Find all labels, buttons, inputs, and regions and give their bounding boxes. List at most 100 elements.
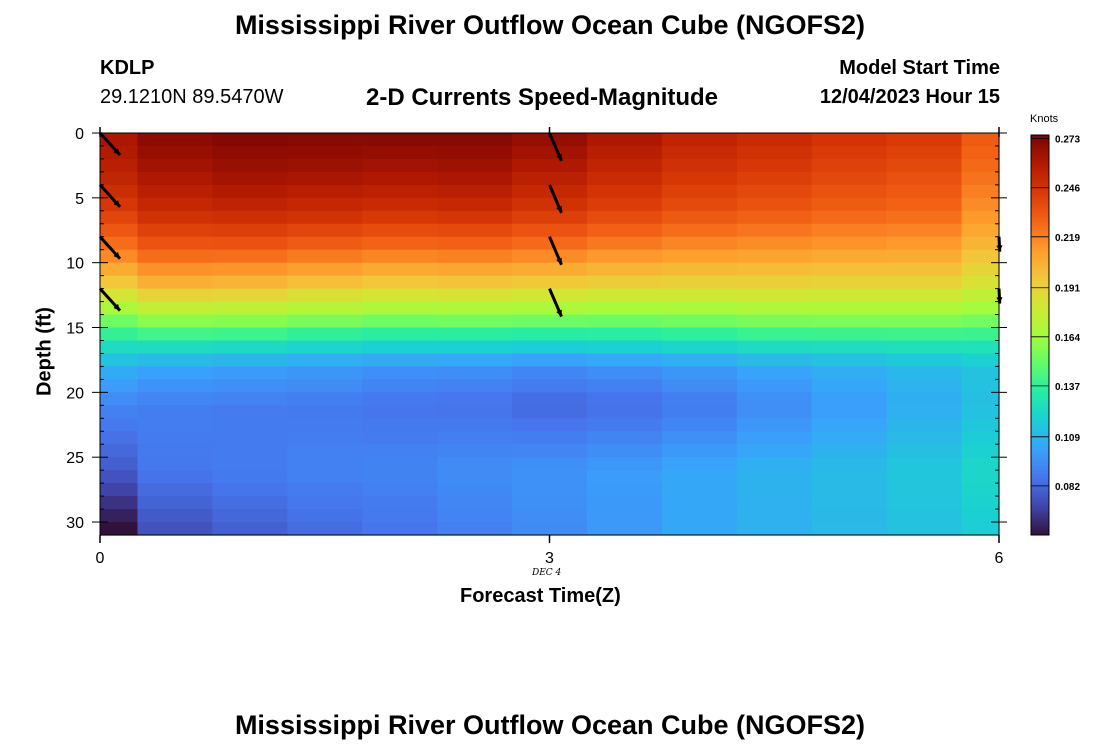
heatmap-cell bbox=[362, 470, 438, 484]
heatmap-cell bbox=[811, 262, 888, 277]
heatmap-cell bbox=[886, 184, 963, 199]
heatmap-cell bbox=[961, 301, 1000, 316]
heatmap-cell bbox=[100, 210, 139, 225]
heatmap-cell bbox=[661, 145, 738, 160]
heatmap-cell bbox=[886, 236, 963, 251]
heatmap-cell bbox=[736, 249, 813, 264]
heatmap-cell bbox=[736, 509, 813, 523]
heatmap-cell bbox=[736, 145, 813, 160]
heatmap-cell bbox=[437, 275, 513, 290]
heatmap-cell bbox=[100, 353, 139, 368]
y-tick-label: 25 bbox=[66, 450, 84, 467]
heatmap-cell bbox=[362, 184, 438, 199]
heatmap-cell bbox=[362, 288, 438, 303]
heatmap-cell bbox=[512, 301, 588, 316]
heatmap-cell bbox=[961, 145, 1000, 160]
y-tick-label: 15 bbox=[66, 321, 84, 338]
colorbar-ticks: 0.273 0.246 0.219 0.191 0.164 0.137 0.109 0.082 bbox=[1031, 135, 1080, 493]
direction-arrow bbox=[98, 183, 122, 208]
heatmap-cell bbox=[886, 327, 963, 342]
heatmap-cell bbox=[586, 353, 663, 368]
heatmap-cell bbox=[512, 522, 588, 536]
heatmap-cell bbox=[886, 314, 963, 329]
heatmap-cell bbox=[100, 158, 139, 173]
heatmap-cell bbox=[811, 418, 888, 432]
heatmap-cell bbox=[100, 340, 139, 355]
heatmap-cell bbox=[287, 392, 363, 406]
heatmap-cell bbox=[661, 288, 738, 303]
heatmap-cell bbox=[287, 457, 363, 471]
heatmap-cell bbox=[811, 171, 888, 186]
heatmap-cell bbox=[212, 249, 288, 264]
heatmap-cell bbox=[961, 405, 1000, 419]
heatmap-cell bbox=[512, 249, 588, 264]
heatmap-cell bbox=[437, 418, 513, 432]
heatmap-cell bbox=[212, 145, 288, 160]
y-axis-label: Depth (ft) bbox=[33, 307, 56, 396]
heatmap-cell bbox=[961, 275, 1000, 290]
heatmap-cell bbox=[287, 509, 363, 523]
heatmap-cell bbox=[512, 133, 588, 147]
heatmap-cell bbox=[961, 483, 1000, 497]
heatmap-cell bbox=[137, 522, 213, 536]
heatmap-cell bbox=[362, 327, 438, 342]
heatmap-cell bbox=[137, 496, 213, 510]
heatmap-cell bbox=[512, 457, 588, 471]
heatmap-cell bbox=[212, 496, 288, 510]
heatmap-cell bbox=[586, 457, 663, 471]
heatmap-cell bbox=[137, 340, 213, 355]
heatmap-cell bbox=[100, 405, 139, 419]
heatmap-cell bbox=[886, 483, 963, 497]
heatmap-cell bbox=[661, 431, 738, 445]
heatmap-cell bbox=[212, 327, 288, 342]
heatmap-cell bbox=[137, 301, 213, 316]
heatmap-cell bbox=[886, 392, 963, 406]
heatmap-cell bbox=[661, 418, 738, 432]
heatmap-cell bbox=[661, 340, 738, 355]
heatmap-cell bbox=[100, 444, 139, 458]
heatmap-cell bbox=[886, 444, 963, 458]
heatmap-cell bbox=[736, 457, 813, 471]
heatmap-cell bbox=[736, 275, 813, 290]
heatmap-cell bbox=[212, 197, 288, 212]
heatmap-cell bbox=[512, 210, 588, 225]
heatmap-cell bbox=[287, 431, 363, 445]
heatmap-cell bbox=[287, 262, 363, 277]
heatmap-cell bbox=[586, 379, 663, 393]
heatmap-cell bbox=[137, 392, 213, 406]
heatmap-cell bbox=[362, 392, 438, 406]
heatmap-cell bbox=[736, 133, 813, 147]
heatmap-cell bbox=[512, 496, 588, 510]
heatmap-cell bbox=[961, 133, 1000, 147]
heatmap-cell bbox=[362, 418, 438, 432]
heatmap-cell bbox=[811, 249, 888, 264]
heatmap-cell bbox=[661, 184, 738, 199]
heatmap-cell bbox=[137, 418, 213, 432]
heatmap-cell bbox=[362, 301, 438, 316]
heatmap-cell bbox=[886, 509, 963, 523]
heatmap-cell bbox=[886, 340, 963, 355]
heatmap-cell bbox=[961, 262, 1000, 277]
heatmap-cell bbox=[961, 496, 1000, 510]
heatmap-cell bbox=[362, 353, 438, 368]
heatmap-cell bbox=[287, 236, 363, 251]
heatmap-cell bbox=[961, 340, 1000, 355]
heatmap-cell bbox=[661, 522, 738, 536]
heatmap-cell bbox=[736, 483, 813, 497]
heatmap-cell bbox=[661, 353, 738, 368]
heatmap-cell bbox=[437, 353, 513, 368]
heatmap-cell bbox=[287, 145, 363, 160]
heatmap-cell bbox=[586, 145, 663, 160]
heatmap-cell bbox=[512, 184, 588, 199]
heatmap-cell bbox=[811, 301, 888, 316]
heatmap-cell bbox=[212, 418, 288, 432]
heatmap-cell bbox=[137, 275, 213, 290]
heatmap-cell bbox=[437, 327, 513, 342]
heatmap-cell bbox=[437, 470, 513, 484]
heatmap-cell bbox=[586, 249, 663, 264]
heatmap-cell bbox=[512, 444, 588, 458]
heatmap-cell bbox=[811, 314, 888, 329]
model-start-label: Model Start Time bbox=[839, 57, 1000, 79]
heatmap-cell bbox=[437, 158, 513, 173]
